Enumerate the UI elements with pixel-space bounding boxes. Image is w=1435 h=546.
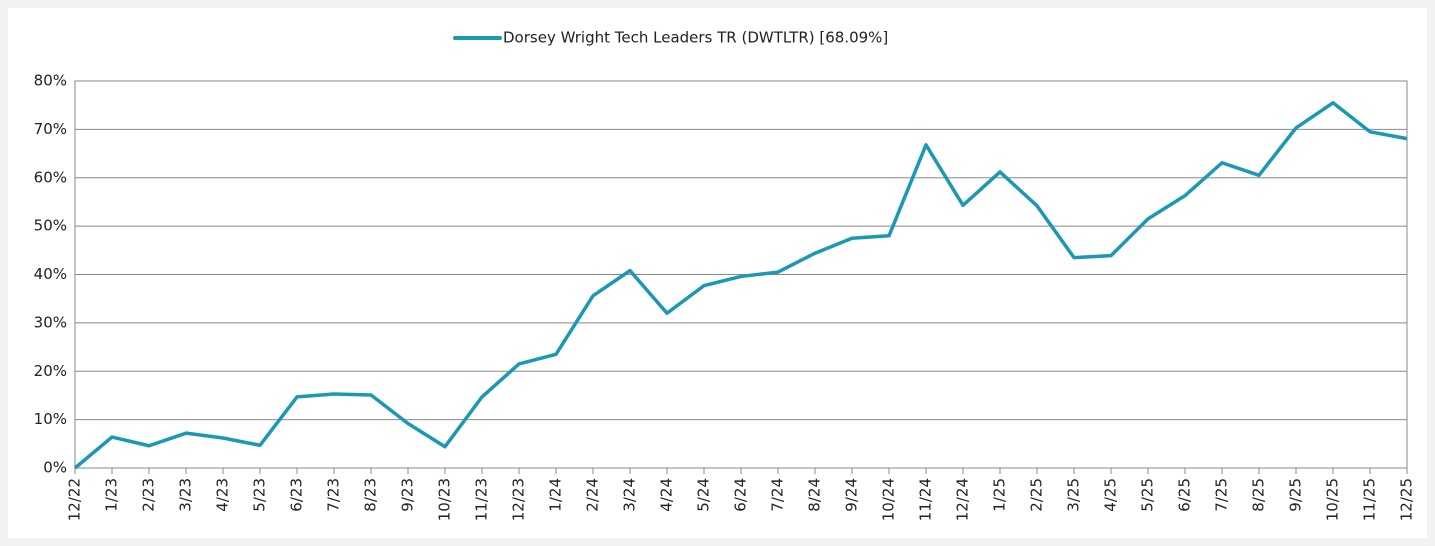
x-tick-label: 11/23 (473, 478, 491, 521)
x-tick-label: 12/24 (954, 478, 972, 521)
x-tick-label: 7/23 (325, 478, 343, 512)
x-tick-label: 2/23 (140, 478, 158, 512)
x-tick-label: 7/24 (769, 478, 787, 512)
x-tick-label: 5/23 (251, 478, 269, 512)
y-tick-label: 80% (34, 72, 67, 90)
chart-background (8, 8, 1427, 538)
y-tick-label: 0% (43, 459, 67, 477)
y-tick-label: 30% (34, 313, 67, 331)
x-tick-label: 8/23 (362, 478, 380, 512)
x-tick-label: 2/25 (1028, 478, 1046, 512)
y-tick-label: 70% (34, 120, 67, 138)
y-tick-label: 60% (34, 168, 67, 186)
x-tick-label: 12/23 (510, 478, 528, 521)
x-tick-label: 9/23 (399, 478, 417, 512)
x-tick-label: 11/24 (917, 478, 935, 521)
y-tick-label: 40% (34, 265, 67, 283)
x-tick-label: 3/24 (621, 478, 639, 512)
x-tick-label: 11/25 (1361, 478, 1379, 521)
x-tick-label: 10/24 (880, 478, 898, 521)
x-tick-label: 6/23 (288, 478, 306, 512)
x-tick-label: 2/24 (584, 478, 602, 512)
x-tick-label: 4/24 (658, 478, 676, 512)
x-tick-label: 1/25 (991, 478, 1009, 512)
x-tick-label: 4/23 (214, 478, 232, 512)
x-tick-label: 12/25 (1398, 478, 1416, 521)
x-tick-label: 3/23 (177, 478, 195, 512)
x-tick-label: 10/25 (1324, 478, 1342, 521)
line (73, 101, 1408, 470)
x-tick-label: 1/24 (547, 478, 565, 512)
x-tick-label: 6/24 (732, 478, 750, 512)
y-tick-label: 20% (34, 362, 67, 380)
x-tick-label: 8/24 (806, 478, 824, 512)
x-tick-label: 8/25 (1250, 478, 1268, 512)
x-tick-label: 10/23 (436, 478, 454, 521)
x-tick-label: 5/24 (695, 478, 713, 512)
legend-label: Dorsey Wright Tech Leaders TR (DWTLTR) [… (503, 29, 888, 47)
x-tick-label: 4/25 (1102, 478, 1120, 512)
y-tick-label: 50% (34, 217, 67, 235)
x-tick-label: 12/22 (66, 478, 84, 521)
x-tick-label: 9/24 (843, 478, 861, 512)
x-tick-label: 5/25 (1139, 478, 1157, 512)
x-tick-label: 9/25 (1287, 478, 1305, 512)
x-tick-label: 6/25 (1176, 478, 1194, 512)
x-tick-label: 7/25 (1213, 478, 1231, 512)
y-tick-label: 10% (34, 410, 67, 428)
x-tick-label: 3/25 (1065, 478, 1083, 512)
x-tick-label: 1/23 (103, 478, 121, 512)
